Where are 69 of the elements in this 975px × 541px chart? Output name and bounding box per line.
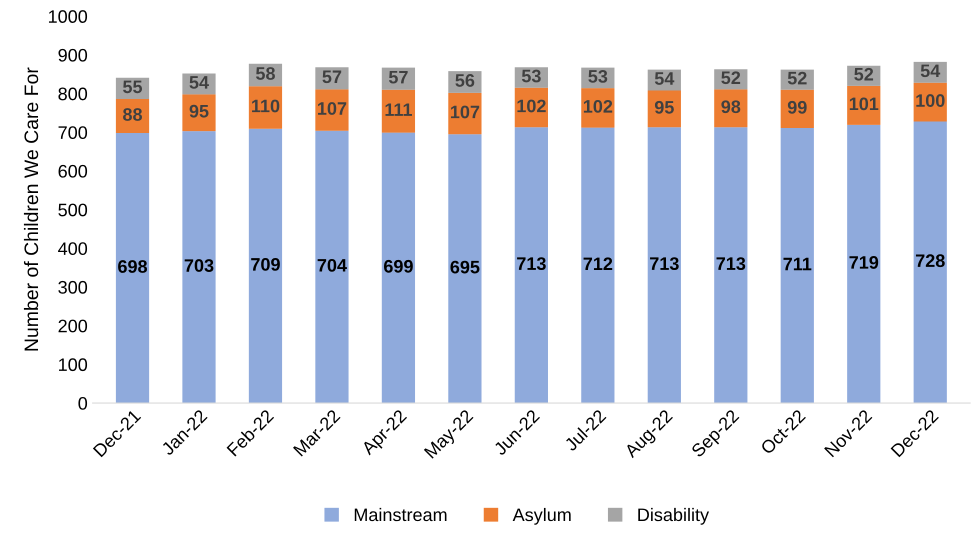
legend-label: Mainstream (354, 508, 446, 522)
data-label: 55 (123, 80, 142, 94)
data-label: 53 (522, 70, 541, 82)
data-label: 57 (322, 70, 342, 84)
data-label: 713 (517, 257, 546, 270)
y-tick-label: 700 (58, 126, 88, 139)
y-tick-label: 1000 (48, 10, 88, 23)
data-label: 101 (850, 97, 878, 110)
data-label: 53 (588, 70, 608, 83)
bar (182, 131, 216, 404)
data-label: 95 (190, 104, 209, 118)
bar (780, 128, 814, 404)
bar (847, 124, 880, 404)
y-tick-label: 900 (58, 48, 88, 62)
y-tick-label: 400 (58, 242, 88, 256)
bar (448, 134, 482, 404)
data-label: 102 (584, 100, 612, 113)
y-tick-label: 200 (58, 320, 88, 332)
data-label: 107 (318, 102, 346, 115)
bar (315, 130, 349, 404)
data-label: 95 (654, 100, 674, 114)
legend-label: Asylum (512, 508, 571, 525)
data-label: 728 (916, 254, 945, 268)
data-label: 54 (654, 72, 674, 85)
data-label: 703 (184, 259, 214, 272)
data-label: 711 (783, 258, 812, 270)
data-label: 712 (584, 257, 612, 270)
data-label: 56 (455, 74, 474, 87)
data-label: 695 (450, 260, 480, 274)
data-label: 57 (388, 70, 408, 84)
y-axis-title: Number of Children We Care For (24, 67, 38, 350)
y-tick-label: 500 (58, 204, 88, 216)
data-label: 58 (256, 67, 275, 80)
data-label: 713 (650, 257, 679, 270)
bar (248, 86, 282, 129)
bar (648, 127, 681, 404)
data-label: 102 (517, 100, 546, 112)
data-label: 704 (318, 258, 347, 272)
data-label: 719 (849, 256, 878, 269)
data-label: 52 (721, 71, 740, 84)
y-tick-label: 800 (58, 88, 88, 100)
data-label: 699 (384, 260, 413, 273)
bar (116, 133, 150, 404)
bar (714, 127, 748, 404)
data-label: 99 (788, 100, 807, 114)
data-label: 110 (252, 100, 280, 112)
bar (581, 128, 614, 404)
data-label: 698 (118, 260, 148, 273)
data-label: 52 (788, 72, 807, 85)
data-label: 54 (190, 76, 209, 89)
bar (382, 132, 416, 404)
bar (914, 121, 947, 404)
y-tick-label: 100 (59, 358, 88, 372)
data-label: 107 (450, 106, 480, 118)
data-label: 88 (123, 108, 142, 121)
bar (248, 128, 282, 404)
bar (514, 127, 548, 404)
y-tick-label: 300 (58, 280, 88, 294)
data-label: 713 (716, 257, 746, 270)
y-tick-label: 0 (78, 396, 88, 410)
data-label: 100 (916, 94, 945, 107)
bar (780, 90, 814, 128)
y-tick-label: 600 (58, 164, 88, 178)
data-label: 709 (251, 258, 280, 271)
data-label: 111 (385, 103, 412, 116)
legend-label: Disability (638, 508, 710, 525)
data-label: 52 (854, 68, 874, 81)
data-label: 54 (920, 64, 940, 78)
data-label: 98 (721, 100, 740, 114)
